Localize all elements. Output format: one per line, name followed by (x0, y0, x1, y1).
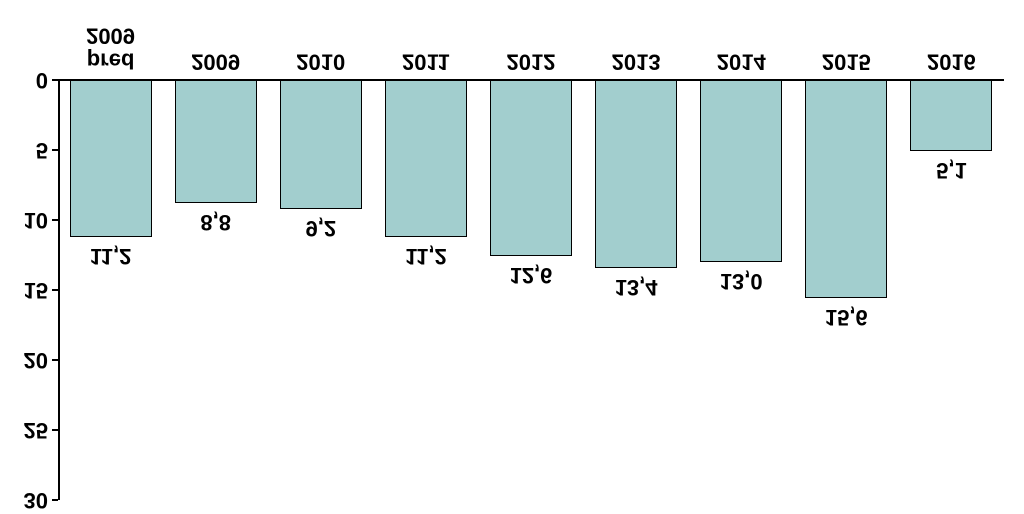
ytick-label: 0 (0, 67, 48, 93)
value-label: 13,4 (584, 274, 689, 300)
bar (595, 80, 677, 268)
ytick-mark (52, 219, 58, 221)
xtick-label: 2015 (794, 49, 899, 74)
bar (910, 80, 992, 151)
xtick-label: 2010 (268, 49, 373, 74)
bar (700, 80, 782, 262)
xtick-label: 2016 (899, 49, 1004, 74)
xtick-label: 2012 (478, 49, 583, 74)
ytick-mark (52, 149, 58, 151)
ytick-label: 15 (0, 277, 48, 303)
xtick-label: 2014 (689, 49, 794, 74)
bar-chart: 0 5 10 15 20 25 30 pred2009 11,2 2009 8,8 2010 9,2 20… (0, 0, 1024, 514)
ytick-mark (52, 429, 58, 431)
value-label: 15,6 (794, 304, 899, 330)
xtick-label: 2013 (584, 49, 689, 74)
ytick-mark (52, 499, 58, 501)
bar (385, 80, 467, 237)
bar (280, 80, 362, 209)
plot-area: 051015202530pred200911,220098,820109,220… (58, 80, 1004, 500)
value-label: 9,2 (268, 215, 373, 241)
ytick-mark (52, 289, 58, 291)
ytick-label: 25 (0, 417, 48, 443)
bar (175, 80, 257, 203)
bar (490, 80, 572, 256)
xtick-label: pred2009 (58, 23, 163, 74)
bar (70, 80, 152, 237)
value-label: 13,0 (689, 268, 794, 294)
bar (805, 80, 887, 298)
ytick-mark (52, 359, 58, 361)
xtick-label: 2011 (373, 49, 478, 74)
y-axis-line (58, 80, 60, 500)
ytick-label: 30 (0, 487, 48, 513)
xtick-label: 2009 (163, 49, 268, 74)
value-label: 11,2 (58, 243, 163, 269)
ytick-label: 5 (0, 137, 48, 163)
value-label: 8,8 (163, 209, 268, 235)
ytick-mark (52, 79, 58, 81)
ytick-label: 10 (0, 207, 48, 233)
ytick-label: 20 (0, 347, 48, 373)
value-label: 5,1 (899, 157, 1004, 183)
value-label: 11,2 (373, 243, 478, 269)
value-label: 12,6 (478, 262, 583, 288)
